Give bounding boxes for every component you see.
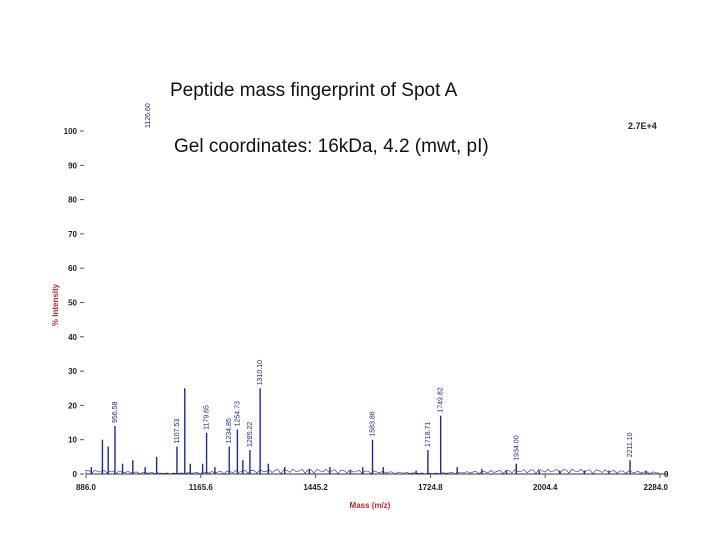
chart-subtitle: Gel coordinates: 16kDa, 4.2 (mwt, pI)	[174, 136, 489, 157]
x-tick-label: 886.0	[76, 483, 97, 492]
y-tick-label: 10	[68, 436, 77, 445]
y-tick-label: 30	[68, 367, 77, 376]
peak-label: 1179.65	[204, 405, 211, 430]
x-tick-label: 1445.2	[303, 483, 328, 492]
y-tick-label: 50	[68, 299, 77, 308]
y-tick-label: 100	[64, 127, 78, 136]
y-tick-label: 80	[68, 196, 77, 205]
right-zero-label: 0	[664, 470, 669, 479]
peak-label: 1583.86	[370, 411, 377, 436]
spectrum-baseline	[85, 468, 660, 475]
x-tick-label: 1724.8	[418, 483, 443, 492]
peak-label: 1254.73	[234, 401, 241, 426]
max-intensity-label: 2.7E+4	[628, 121, 657, 131]
x-tick-label: 1165.6	[189, 483, 214, 492]
peak-label: 1718.71	[425, 422, 432, 447]
peak-label: 1934.00	[513, 435, 520, 460]
peak-label: 1285.22	[247, 422, 254, 447]
peak-label: 1234.85	[226, 418, 233, 443]
peak-label: 956.58	[112, 401, 119, 423]
x-tick-label: 2284.0	[644, 483, 669, 492]
peak-label: 2211.10	[627, 432, 634, 457]
x-tick-label: 2004.4	[533, 483, 558, 492]
top-peak-label: 1126.60	[145, 103, 152, 128]
y-tick-label: 20	[68, 401, 77, 410]
y-tick-label: 90	[68, 161, 77, 170]
y-tick-label: 0	[73, 470, 78, 479]
peak-label: 1749.82	[438, 387, 445, 412]
y-tick-label: 70	[68, 230, 77, 239]
peak-label: 1107.53	[174, 419, 181, 444]
y-tick-label: 40	[68, 333, 77, 342]
chart-title: Peptide mass fingerprint of Spot A	[170, 80, 458, 101]
peak-marks	[85, 388, 660, 475]
peak-label: 1310.10	[257, 360, 264, 385]
y-axis-label: % Intensity	[51, 283, 60, 326]
chart-axes: 0 10 20 30 40 50 60 70 80 90 100 886.0 1165.6 1445.2 1…	[64, 127, 669, 492]
x-axis-label: Mass (m/z)	[350, 501, 391, 510]
y-tick-label: 60	[68, 264, 77, 273]
